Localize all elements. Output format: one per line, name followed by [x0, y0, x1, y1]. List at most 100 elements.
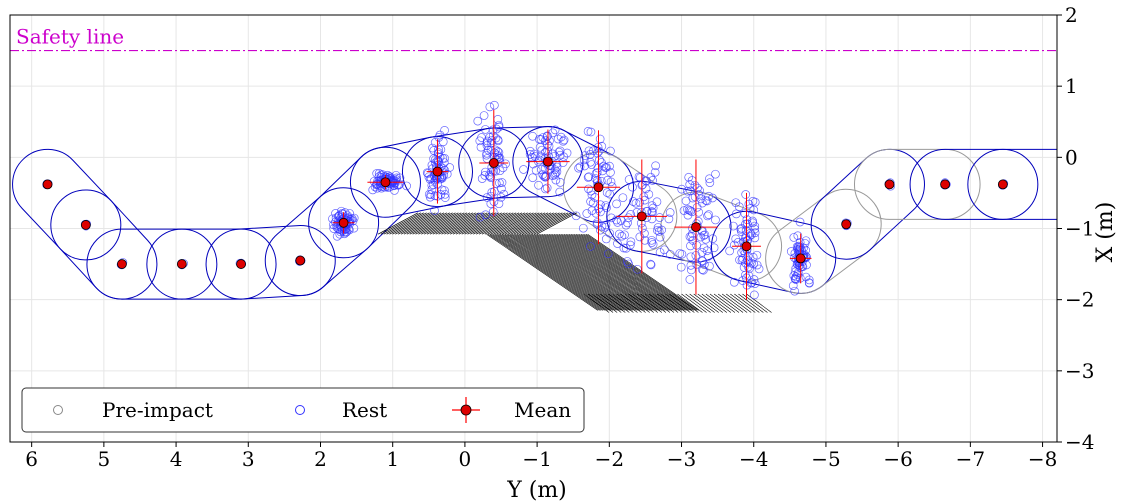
rest-point — [586, 197, 595, 206]
rest-point — [587, 160, 596, 169]
obstacle-hatch-line — [632, 293, 658, 313]
rest-point — [489, 187, 499, 196]
rest-point — [697, 265, 707, 274]
y-tick-label: 1 — [1065, 74, 1078, 98]
rest-point — [440, 126, 449, 135]
rest-point — [538, 170, 548, 179]
obstacle-hatch-line — [467, 212, 508, 235]
rest-point — [331, 209, 340, 218]
obstacle-hatch-line — [481, 212, 523, 235]
rest-point — [486, 172, 495, 181]
x-tick-label: 6 — [25, 447, 38, 471]
rest-point — [628, 197, 638, 206]
rest-point — [654, 227, 664, 236]
legend-rest-label: Rest — [342, 398, 387, 422]
rest-point — [336, 227, 346, 237]
rest-point — [550, 125, 560, 135]
obstacle-hatch-line — [513, 212, 554, 235]
obstacle-hatch-line — [521, 233, 634, 311]
obstacle-hatch-line — [418, 212, 459, 235]
rest-point — [736, 227, 746, 236]
obstacle-hatch-line — [612, 293, 638, 313]
rest-point — [494, 152, 503, 162]
rest-point — [1060, 180, 1068, 188]
obstacle-hatch-line — [523, 233, 635, 311]
rest-point — [594, 146, 604, 156]
rest-point — [804, 278, 814, 288]
rest-point — [427, 185, 437, 195]
rest-point — [686, 260, 696, 270]
rest-point — [368, 185, 378, 195]
obstacle-hatch-line — [501, 233, 614, 311]
x-axis-label: Y (m) — [506, 478, 567, 502]
rest-point — [475, 212, 485, 222]
rest-point — [494, 199, 504, 209]
rest-point — [637, 223, 647, 233]
stadium-outlines — [12, 126, 1057, 300]
rest-point — [482, 193, 492, 202]
mean-point — [380, 177, 391, 188]
legend-mean-label: Mean — [514, 398, 571, 422]
rest-point — [428, 143, 437, 153]
obstacle-hatch-line — [386, 212, 427, 235]
x-tick-label: 4 — [170, 447, 183, 471]
obstacle-hatch-line — [562, 233, 674, 311]
obstacle-hatch-line — [567, 233, 679, 311]
rest-point — [690, 180, 700, 190]
obstacle-hatch-line — [406, 212, 448, 235]
legend-box — [21, 387, 585, 433]
rest-point — [487, 136, 497, 145]
rest-point — [683, 204, 692, 214]
rest-point — [484, 170, 494, 180]
rest-point — [646, 259, 655, 269]
mean-point — [1060, 180, 1069, 189]
obstacle-hatch-line — [412, 212, 453, 235]
rest-point — [575, 162, 585, 172]
obstacle-hatch-line — [652, 293, 679, 313]
rest-point — [606, 146, 615, 156]
rest-point — [655, 247, 665, 257]
rest-point — [612, 215, 621, 225]
rest-point — [728, 221, 738, 231]
mean-point — [236, 259, 246, 269]
obstacle-hatch-line — [648, 293, 675, 313]
rest-point — [646, 260, 656, 270]
mean-point — [543, 156, 553, 167]
obstacle-hatch-line — [450, 212, 491, 235]
obstacle-hatch-line — [473, 212, 514, 235]
rest-point — [480, 171, 490, 180]
rest-point — [426, 173, 436, 183]
rest-point — [605, 228, 615, 238]
rest-point — [1061, 181, 1069, 189]
rest-point — [495, 178, 504, 188]
obstacle-hatch-line — [628, 293, 654, 313]
obstacle-hatch-line — [510, 212, 551, 235]
obstacle-hatch-line — [522, 212, 563, 235]
rest-point — [793, 270, 802, 279]
rest-point — [331, 213, 341, 223]
rest-point — [537, 165, 546, 174]
rest-point — [579, 155, 589, 165]
obstacle-hatch-line — [504, 233, 617, 311]
rest-point — [605, 161, 614, 171]
rest-point — [640, 235, 650, 245]
rest-point — [694, 207, 704, 217]
rest-point — [621, 243, 631, 253]
rest-point — [619, 243, 629, 253]
obstacle-hatch-line — [721, 293, 748, 313]
rest-point — [376, 170, 386, 180]
obstacle-hatch-line — [553, 233, 666, 311]
rest-point — [554, 147, 564, 157]
rest-point — [597, 141, 607, 151]
x-tick-label: −2 — [595, 447, 624, 471]
obstacle-hatch-line — [526, 233, 639, 311]
rest-point — [684, 205, 694, 215]
rest-point — [702, 246, 712, 256]
obstacle-hatch-line — [620, 293, 646, 313]
obstacle-hatch-line — [734, 293, 760, 313]
rest-point — [484, 145, 493, 155]
rest-point — [536, 152, 545, 161]
rest-point — [623, 257, 632, 266]
rest-point — [692, 202, 702, 212]
rest-point — [708, 193, 717, 203]
